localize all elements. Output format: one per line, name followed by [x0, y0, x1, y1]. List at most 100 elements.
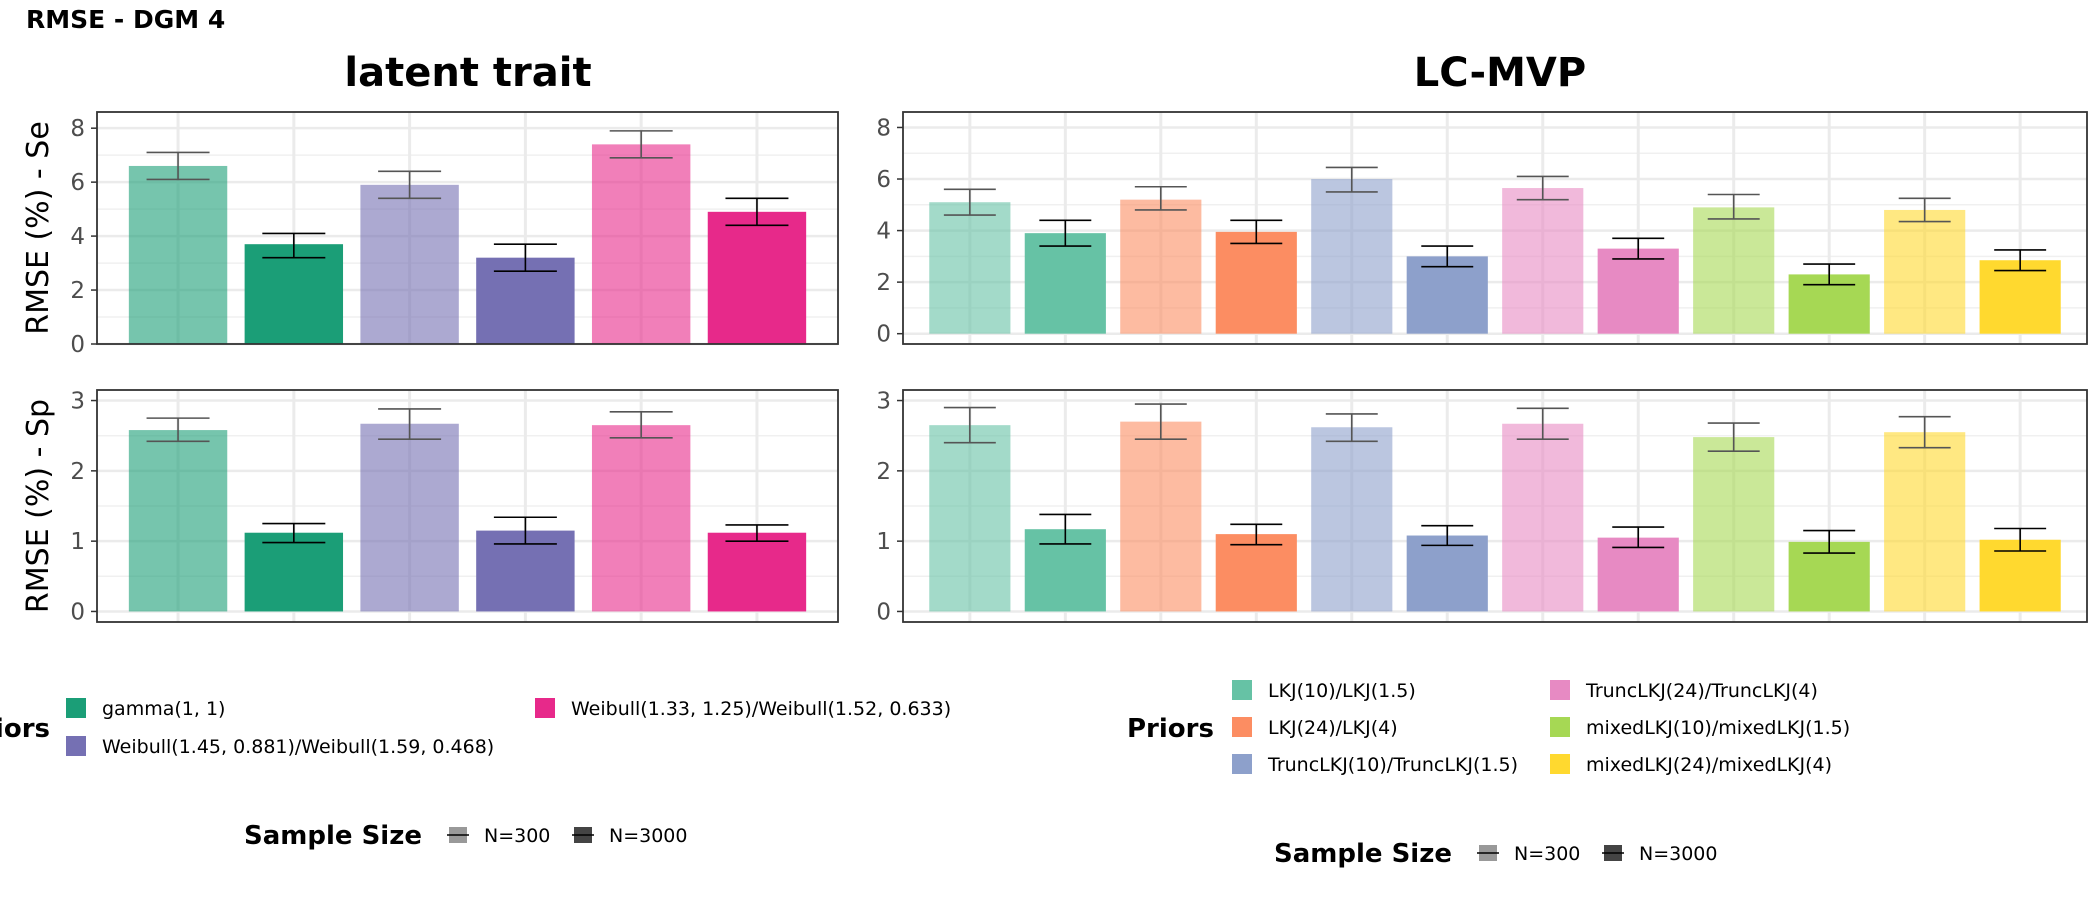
error-bar [1230, 219, 1283, 245]
error-bar [1134, 185, 1187, 211]
error-bar [1039, 513, 1092, 545]
error-bar [1707, 422, 1760, 452]
sample-size-label-n-300: N=300 [1514, 843, 1580, 865]
legend-label-weibull-1-33-1-25-weibull-1-52-0-633: Weibull(1.33, 1.25)/Weibull(1.52, 0.633) [571, 698, 951, 720]
error-bar [1421, 524, 1474, 547]
error-bar [378, 170, 442, 200]
legend-label-gamma-1-1: gamma(1, 1) [102, 698, 225, 720]
error-bar [609, 410, 673, 439]
sample-size-label-n-3000: N=3000 [609, 825, 688, 847]
y-tick-label: 4 [70, 224, 85, 250]
y-tick-label: 0 [70, 332, 85, 358]
error-bar [1325, 413, 1378, 443]
error-bar [1516, 175, 1569, 201]
y-tick-label: 0 [70, 599, 85, 625]
error-bar [1612, 237, 1665, 260]
error-bar [1994, 249, 2047, 272]
bar-weibull-1-33-1-25-weibull-1-52-0-633-n-300 [591, 425, 691, 612]
bar-gamma-1-1-n-3000 [244, 244, 344, 344]
bar-trunclkj-10-trunclkj-1-5-n-3000 [1406, 535, 1488, 612]
y-tick-label: 2 [70, 459, 85, 485]
panel-border [96, 111, 839, 345]
error-bar [725, 197, 789, 227]
y-tick-label: 2 [70, 278, 85, 304]
bar-trunclkj-10-trunclkj-1-5-n-300 [1311, 179, 1393, 334]
legend-latent-trait: Priors gamma(1, 1) Weibull(1.45, 0.881)/We… [0, 698, 951, 851]
panel-title-latent-trait: latent trait [344, 50, 591, 96]
y-tick-label: 6 [876, 167, 891, 193]
error-bar [1039, 219, 1092, 247]
y-tick-label: 6 [70, 170, 85, 196]
y-tick-label: 3 [876, 389, 891, 415]
legend-swatch-weibull-1-45-0-881-weibull-1-59-0-468 [66, 736, 86, 756]
bar-trunclkj-10-trunclkj-1-5-n-3000 [1406, 256, 1488, 334]
bar-lkj-24-lkj-4-n-300 [1120, 421, 1202, 612]
error-bar [1230, 523, 1283, 546]
page-title: RMSE - DGM 4 [26, 5, 225, 34]
bar-lkj-24-lkj-4-n-3000 [1215, 231, 1297, 334]
bar-weibull-1-33-1-25-weibull-1-52-0-633-n-3000 [707, 532, 807, 612]
error-bar [725, 524, 789, 542]
error-bar [609, 130, 673, 159]
sample-size-label-n-300: N=300 [484, 825, 550, 847]
bar-lkj-24-lkj-4-n-300 [1120, 199, 1202, 334]
sample-size-label-n-3000: N=3000 [1639, 843, 1718, 865]
legend-layer: Priors gamma(1, 1) Weibull(1.45, 0.881)/We… [0, 680, 1850, 869]
bar-mixedlkj-24-mixedlkj-4-n-300 [1884, 432, 1966, 612]
bar-mixedlkj-10-mixedlkj-1-5-n-300 [1693, 207, 1775, 334]
error-bar [1994, 527, 2047, 552]
bar-gamma-1-1-n-300 [128, 165, 228, 344]
legend-swatch-lkj-10-lkj-1-5 [1232, 680, 1252, 700]
legend-swatch-trunclkj-10-trunclkj-1-5 [1232, 754, 1252, 774]
panel-lc-mvp-rmse-sp: 0 1 2 3 [876, 389, 2088, 625]
error-bar [1898, 197, 1951, 223]
bar-gamma-1-1-n-300 [128, 430, 228, 612]
error-bar [262, 232, 326, 259]
error-bar [146, 417, 210, 443]
error-bar [1421, 245, 1474, 268]
legend-swatch-trunclkj-24-trunclkj-4 [1550, 680, 1570, 700]
error-bar [493, 243, 557, 272]
error-bar [378, 408, 442, 441]
bar-lkj-24-lkj-4-n-3000 [1215, 534, 1297, 612]
error-bar [1803, 263, 1856, 286]
bar-trunclkj-24-trunclkj-4-n-3000 [1597, 537, 1679, 612]
y-tick-label: 8 [70, 116, 85, 142]
bar-lkj-10-lkj-1-5-n-300 [929, 425, 1011, 612]
bar-weibull-1-33-1-25-weibull-1-52-0-633-n-3000 [707, 211, 807, 344]
panel-border [902, 111, 2088, 345]
y-tick-label: 3 [70, 389, 85, 415]
panel-border [902, 389, 2088, 623]
legend-label-weibull-1-45-0-881-weibull-1-59-0-468: Weibull(1.45, 0.881)/Weibull(1.59, 0.468… [102, 736, 494, 758]
error-bar [1898, 415, 1951, 449]
priors-legend-title: Priors [0, 714, 50, 744]
bar-weibull-1-45-0-881-weibull-1-59-0-468-n-3000 [476, 257, 575, 344]
error-bar [1707, 193, 1760, 220]
bar-trunclkj-24-trunclkj-4-n-300 [1502, 423, 1584, 612]
sample-size-legend-title: Sample Size [1274, 839, 1452, 869]
error-bar [262, 522, 326, 544]
y-axis-label: RMSE (%) - Se [21, 121, 56, 335]
legend-label-lkj-24-lkj-4: LKJ(24)/LKJ(4) [1268, 717, 1398, 739]
legend-swatch-mixedlkj-10-mixedlkj-1-5 [1550, 717, 1570, 737]
y-tick-label: 1 [876, 529, 891, 555]
bar-weibull-1-45-0-881-weibull-1-59-0-468-n-300 [360, 423, 459, 612]
error-bar [1803, 529, 1856, 554]
bar-trunclkj-10-trunclkj-1-5-n-300 [1311, 427, 1393, 612]
panels-layer: 0 2 4 6 8 RMSE (%) - Se 0 1 2 3 RMSE (%) - Sp 0 2 4 6 8… [21, 111, 2088, 625]
priors-legend-title: Priors [1127, 714, 1214, 744]
y-tick-label: 8 [876, 115, 891, 141]
error-bar [1612, 526, 1665, 549]
legend-label-trunclkj-10-trunclkj-1-5: TruncLKJ(10)/TruncLKJ(1.5) [1267, 754, 1518, 776]
error-bar [943, 406, 996, 444]
bar-mixedlkj-24-mixedlkj-4-n-300 [1884, 209, 1966, 334]
bar-trunclkj-24-trunclkj-4-n-300 [1502, 188, 1584, 334]
error-bar [943, 188, 996, 216]
bar-weibull-1-45-0-881-weibull-1-59-0-468-n-300 [360, 184, 459, 344]
legend-swatch-lkj-24-lkj-4 [1232, 717, 1252, 737]
bar-lkj-10-lkj-1-5-n-300 [929, 202, 1011, 334]
bar-mixedlkj-24-mixedlkj-4-n-3000 [1979, 260, 2061, 334]
y-tick-label: 4 [876, 219, 891, 245]
error-bar [493, 516, 557, 545]
legend-label-trunclkj-24-trunclkj-4: TruncLKJ(24)/TruncLKJ(4) [1585, 680, 1818, 702]
